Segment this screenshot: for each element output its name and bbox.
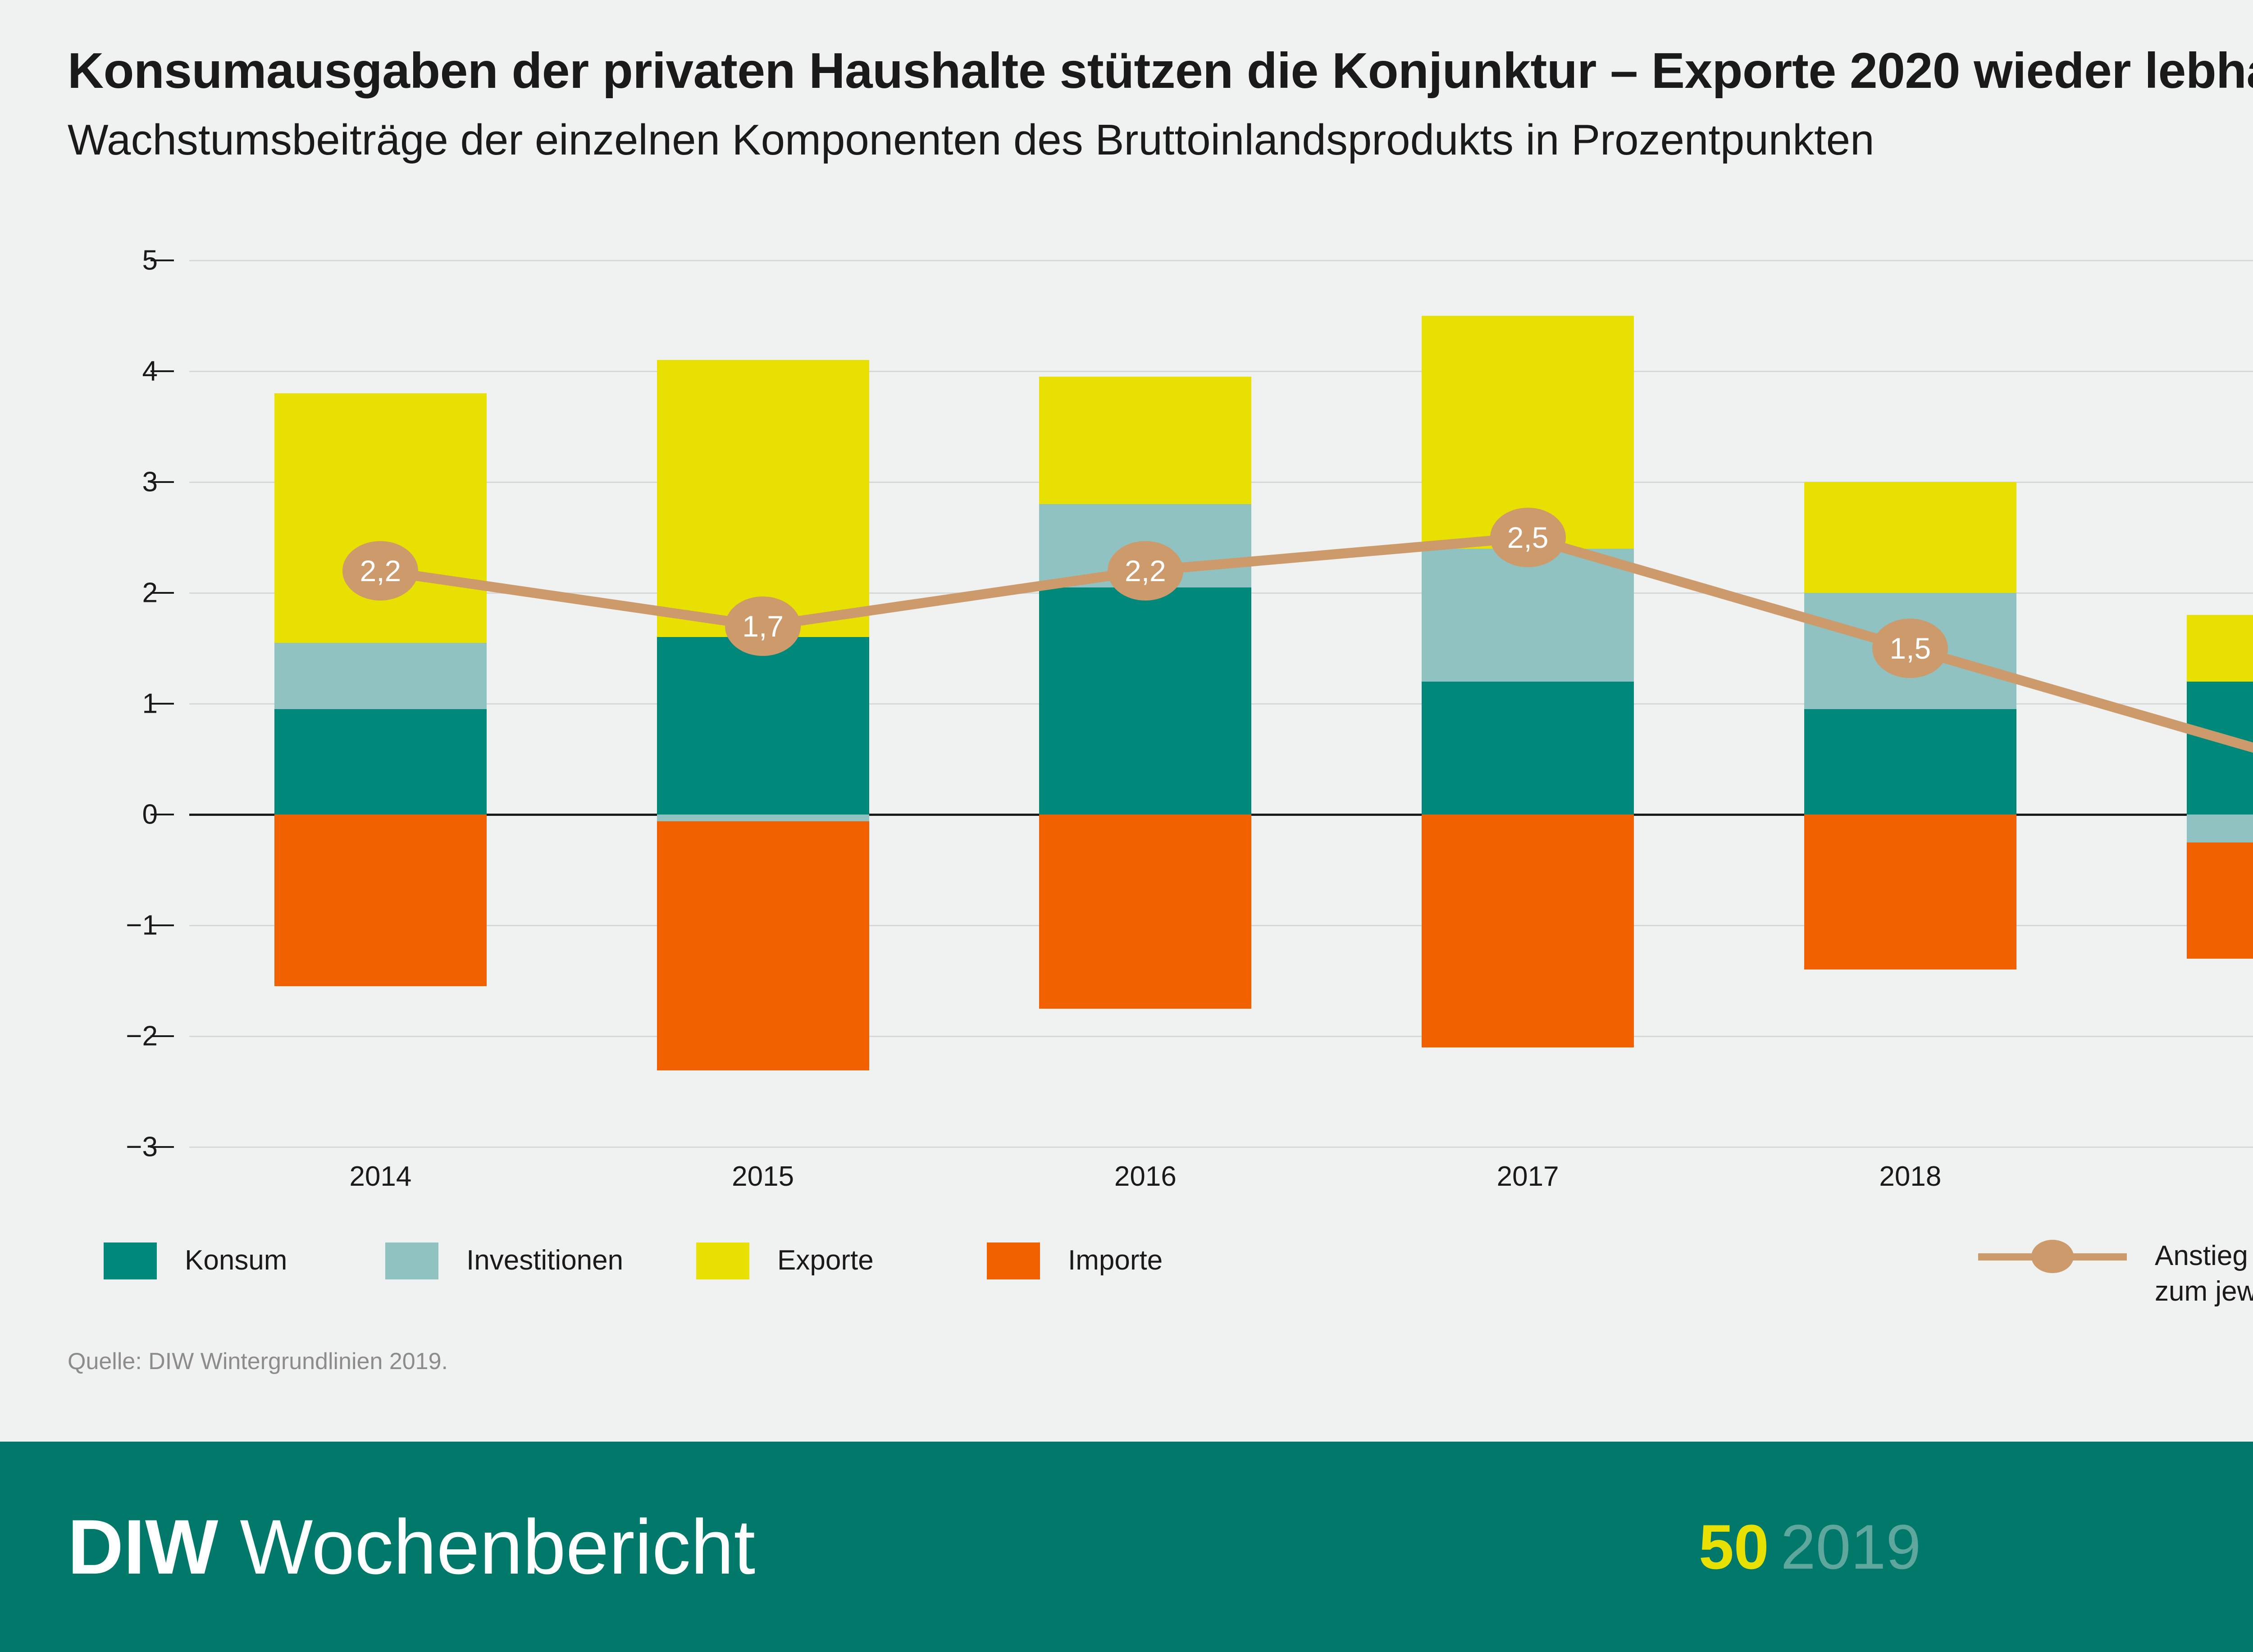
bar-segment-konsum bbox=[1422, 681, 1634, 815]
y-axis-tick-mark bbox=[151, 481, 174, 483]
legend-line-dot-icon bbox=[2031, 1240, 2074, 1273]
bar-segment-importe bbox=[1039, 815, 1252, 1009]
y-axis-tick-mark bbox=[151, 814, 174, 815]
bar-segment-konsum bbox=[274, 709, 487, 815]
chart-header: Konsumausgaben der privaten Haushalte st… bbox=[68, 43, 2253, 165]
y-axis-tick-mark bbox=[151, 370, 174, 372]
legend-swatch bbox=[104, 1242, 157, 1279]
legend-swatch bbox=[696, 1242, 749, 1279]
bar-group bbox=[1804, 260, 2016, 1147]
source-note: Quelle: DIW Wintergrundlinien 2019. bbox=[68, 1348, 448, 1374]
legend-line-swatch bbox=[1978, 1238, 2127, 1275]
footer-brand-diw: DIW bbox=[68, 1503, 219, 1590]
page-subtitle: Wachstumsbeiträge der einzelnen Komponen… bbox=[68, 116, 1874, 164]
legend-swatch bbox=[987, 1242, 1040, 1279]
issue-identifier: 50 2019 bbox=[1699, 1511, 1921, 1584]
y-axis-tick-mark bbox=[151, 1146, 174, 1148]
bar-segment-exporte bbox=[274, 393, 487, 643]
bar-segment-exporte bbox=[2186, 615, 2253, 682]
bar-segment-investitionen bbox=[2186, 815, 2253, 842]
x-axis-tick-label: 2018 bbox=[1879, 1161, 1942, 1192]
bar-segment-exporte bbox=[657, 360, 869, 637]
bar-segment-importe bbox=[2186, 842, 2253, 959]
footer-brand-wochenbericht: Wochenbericht bbox=[240, 1503, 756, 1590]
legend-label: Importe bbox=[1068, 1245, 1163, 1276]
bar-segment-konsum bbox=[1804, 709, 2016, 815]
x-axis-tick-label: 2019 bbox=[2102, 1160, 2253, 1192]
y-axis-tick-mark bbox=[151, 703, 174, 705]
bar-group bbox=[657, 260, 869, 1147]
legend-item-importe[interactable]: Importe bbox=[987, 1242, 1163, 1279]
bar-segment-konsum bbox=[657, 637, 869, 815]
bar-segment-exporte bbox=[1804, 482, 2016, 593]
legend-label: Investitionen bbox=[466, 1245, 624, 1276]
legend-label: Exporte bbox=[777, 1245, 874, 1276]
gridline bbox=[189, 260, 2253, 261]
gridline bbox=[189, 1036, 2253, 1037]
page-title: Konsumausgaben der privaten Haushalte st… bbox=[68, 43, 2253, 99]
gdp-value-marker: 2,2 bbox=[1107, 541, 1183, 601]
x-axis-tick-label: 2015 bbox=[732, 1161, 794, 1192]
footer-brand: DIW Wochenbericht bbox=[68, 1502, 755, 1592]
bar-group bbox=[2186, 260, 2253, 1147]
gdp-value-marker: 2,2 bbox=[342, 541, 419, 601]
legend-item-investitionen[interactable]: Investitionen bbox=[385, 1242, 623, 1279]
y-axis-tick-mark bbox=[151, 592, 174, 594]
gdp-value-marker: 2,5 bbox=[1490, 508, 1566, 567]
issue-year: 2019 bbox=[1780, 1511, 1921, 1582]
bar-segment-exporte bbox=[1039, 377, 1252, 505]
legend-label: Konsum bbox=[185, 1245, 287, 1276]
bar-segment-importe bbox=[1804, 815, 2016, 970]
bar-segment-investitionen bbox=[657, 815, 869, 821]
bar-group bbox=[274, 260, 487, 1147]
chart-legend: Konsum Investitionen Exporte Importe Anstieg… bbox=[0, 1234, 2253, 1333]
gdp-value-marker: 1,5 bbox=[1872, 619, 1948, 678]
bar-segment-importe bbox=[274, 815, 487, 987]
y-axis-tick-mark bbox=[151, 259, 174, 261]
gridline bbox=[189, 1147, 2253, 1148]
y-axis-tick-mark bbox=[151, 1035, 174, 1037]
x-axis-tick-label: 2017 bbox=[1496, 1161, 1559, 1192]
x-axis-tick-label: 2014 bbox=[349, 1161, 412, 1192]
bar-segment-investitionen bbox=[1422, 548, 1634, 682]
bar-segment-konsum bbox=[2186, 681, 2253, 815]
bar-segment-konsum bbox=[1039, 587, 1252, 815]
gdp-value-marker: 1,7 bbox=[725, 596, 801, 656]
gridline bbox=[189, 371, 2253, 372]
legend-item-konsum[interactable]: Konsum bbox=[104, 1242, 287, 1279]
legend-item-exporte[interactable]: Exporte bbox=[696, 1242, 874, 1279]
bar-segment-investitionen bbox=[274, 642, 487, 710]
bar-segment-importe bbox=[1422, 815, 1634, 1047]
legend-swatch bbox=[385, 1242, 438, 1279]
bar-group bbox=[1039, 260, 1252, 1147]
x-axis-tick-label: 2016 bbox=[1114, 1161, 1177, 1192]
bar-group bbox=[1422, 260, 1634, 1147]
y-axis-tick-mark bbox=[151, 924, 174, 926]
legend-item-gdp-growth[interactable]: Anstieg des Bruttoinlandsprodukts im Ver… bbox=[1978, 1238, 2253, 1310]
bar-segment-importe bbox=[657, 821, 869, 1071]
issue-number: 50 bbox=[1699, 1511, 1769, 1582]
legend-label: Anstieg des Bruttoinlandsprodukts im Ver… bbox=[2155, 1240, 2253, 1307]
